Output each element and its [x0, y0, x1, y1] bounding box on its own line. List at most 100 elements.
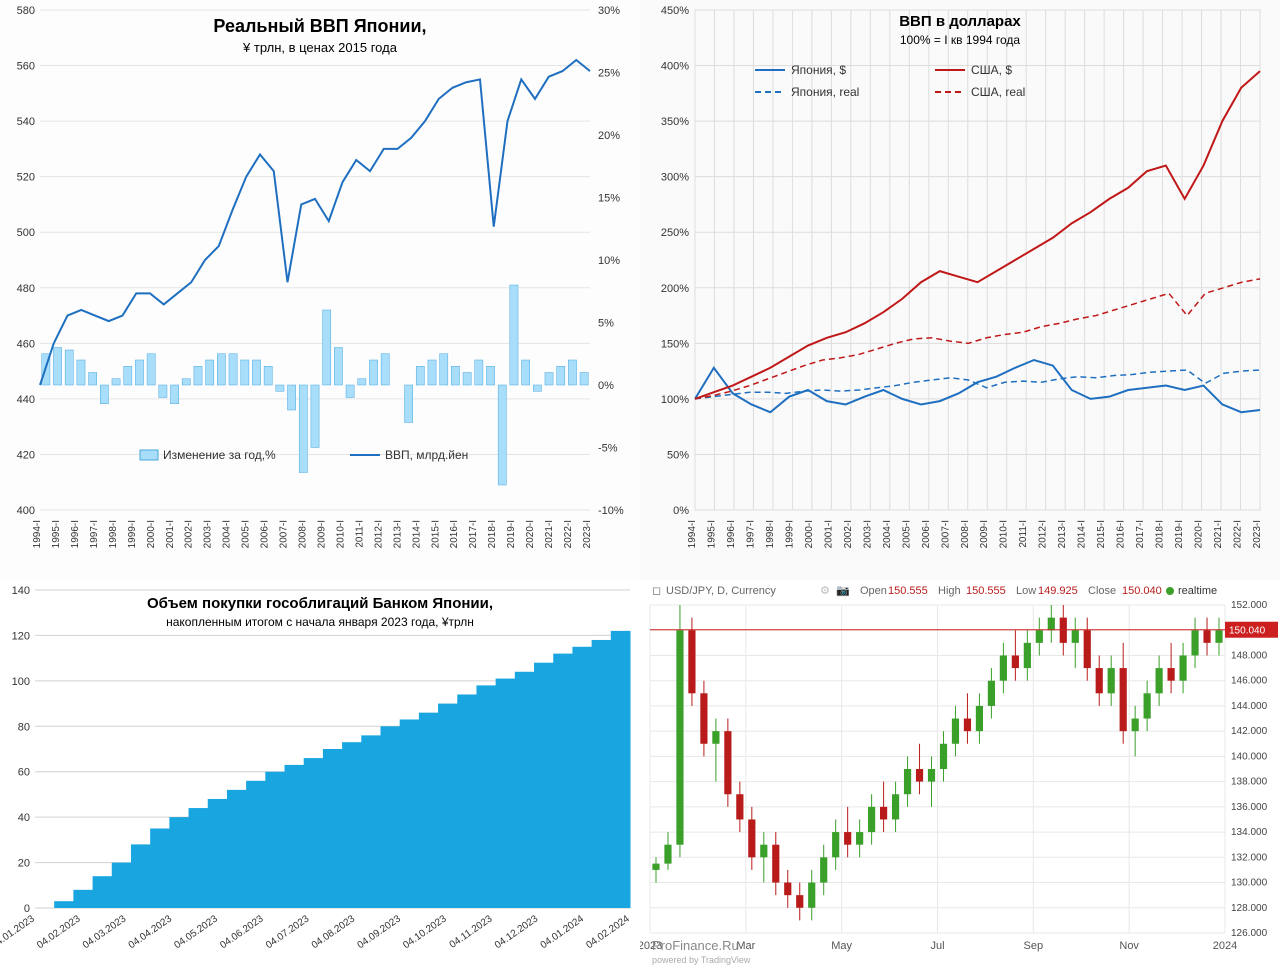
svg-text:2018-I: 2018-I: [1155, 520, 1166, 548]
chart3-title: Объем покупки гособлигаций Банком Японии…: [147, 595, 493, 612]
svg-text:50%: 50%: [667, 449, 689, 461]
svg-text:Япония, $: Япония, $: [791, 63, 846, 77]
svg-text:140: 140: [12, 585, 30, 597]
svg-text:-5%: -5%: [598, 443, 618, 455]
svg-text:30%: 30%: [598, 5, 620, 17]
svg-text:10%: 10%: [598, 255, 620, 267]
svg-text:130.000: 130.000: [1231, 878, 1268, 889]
svg-text:1997-I: 1997-I: [745, 520, 756, 548]
svg-text:2009-I: 2009-I: [979, 520, 990, 548]
svg-text:2021-I: 2021-I: [544, 520, 555, 548]
svg-text:2006-I: 2006-I: [921, 520, 932, 548]
svg-text:Jul: Jul: [930, 940, 944, 952]
ohlc-open: 150.555: [888, 585, 928, 597]
ohlc-high: 150.555: [966, 585, 1006, 597]
svg-text:-10%: -10%: [598, 505, 624, 517]
svg-text:2005-I: 2005-I: [241, 520, 252, 548]
chart2-title: ВВП в долларах: [899, 13, 1021, 30]
svg-text:60: 60: [18, 767, 30, 779]
svg-text:2007-I: 2007-I: [940, 520, 951, 548]
svg-text:2012-I: 2012-I: [1038, 520, 1049, 548]
svg-text:2024: 2024: [1213, 940, 1237, 952]
svg-text:May: May: [831, 940, 852, 952]
svg-text:2023-I: 2023-I: [582, 520, 593, 548]
svg-text:80: 80: [18, 721, 30, 733]
svg-text:140.000: 140.000: [1231, 751, 1268, 762]
svg-text:2016-I: 2016-I: [1116, 520, 1127, 548]
svg-text:142.000: 142.000: [1231, 726, 1268, 737]
svg-text:2015-I: 2015-I: [1096, 520, 1107, 548]
svg-text:1994-I: 1994-I: [687, 520, 698, 548]
svg-text:1995-I: 1995-I: [706, 520, 717, 548]
svg-text:148.000: 148.000: [1231, 650, 1268, 661]
svg-text:2011-I: 2011-I: [354, 520, 365, 548]
svg-text:1999-I: 1999-I: [784, 520, 795, 548]
svg-text:1998-I: 1998-I: [765, 520, 776, 548]
svg-text:20: 20: [18, 858, 30, 870]
svg-text:2001-I: 2001-I: [165, 520, 176, 548]
svg-text:2018-I: 2018-I: [487, 520, 498, 548]
svg-text:2017-I: 2017-I: [1135, 520, 1146, 548]
svg-text:100%: 100%: [661, 394, 689, 406]
svg-text:Изменение за год,%: Изменение за год,%: [163, 448, 276, 462]
svg-text:2003-I: 2003-I: [862, 520, 873, 548]
svg-text:540: 540: [17, 116, 35, 128]
svg-text:440: 440: [17, 394, 35, 406]
svg-text:2011-I: 2011-I: [1018, 520, 1029, 548]
svg-text:1994-I: 1994-I: [32, 520, 43, 548]
svg-text:480: 480: [17, 283, 35, 295]
chart3-svg: 02040608010012014004.01.202304.02.202304…: [0, 580, 640, 968]
svg-text:2013-I: 2013-I: [392, 520, 403, 548]
svg-text:2020-I: 2020-I: [1194, 520, 1205, 548]
chart-gdp-dollars: 0%50%100%150%200%250%300%350%400%450%199…: [640, 0, 1280, 580]
svg-text:2003-I: 2003-I: [203, 520, 214, 548]
chart4-svg: 126.000128.000130.000132.000134.000136.0…: [640, 580, 1280, 968]
svg-text:120: 120: [12, 630, 30, 642]
svg-text:2019-I: 2019-I: [506, 520, 517, 548]
chart2-subtitle: 100% = I кв 1994 года: [900, 33, 1021, 47]
svg-text:150%: 150%: [661, 338, 689, 350]
svg-text:300%: 300%: [661, 172, 689, 184]
svg-text:2005-I: 2005-I: [901, 520, 912, 548]
status-badge: realtime: [1178, 585, 1217, 597]
svg-text:132.000: 132.000: [1231, 852, 1268, 863]
svg-text:2006-I: 2006-I: [260, 520, 271, 548]
svg-text:580: 580: [17, 5, 35, 17]
svg-text:20%: 20%: [598, 130, 620, 142]
svg-text:2002-I: 2002-I: [184, 520, 195, 548]
svg-text:США, real: США, real: [971, 85, 1025, 99]
svg-text:400%: 400%: [661, 61, 689, 73]
svg-text:Япония, real: Япония, real: [791, 85, 859, 99]
svg-text:2013-I: 2013-I: [1057, 520, 1068, 548]
svg-text:128.000: 128.000: [1231, 903, 1268, 914]
svg-text:400: 400: [17, 505, 35, 517]
svg-text:2002-I: 2002-I: [843, 520, 854, 548]
chart1-svg: 400420440460480500520540560580-10%-5%0%5…: [0, 0, 640, 580]
svg-text:5%: 5%: [598, 318, 614, 330]
svg-text:◻: ◻: [652, 585, 661, 597]
svg-text:460: 460: [17, 338, 35, 350]
svg-text:2016-I: 2016-I: [449, 520, 460, 548]
svg-text:2020-I: 2020-I: [525, 520, 536, 548]
svg-text:450%: 450%: [661, 5, 689, 17]
chart-real-gdp-japan: 400420440460480500520540560580-10%-5%0%5…: [0, 0, 640, 580]
camera-icon[interactable]: 📷: [836, 585, 850, 597]
svg-text:146.000: 146.000: [1231, 676, 1268, 687]
svg-text:2007-I: 2007-I: [279, 520, 290, 548]
svg-text:1996-I: 1996-I: [726, 520, 737, 548]
svg-text:500: 500: [17, 227, 35, 239]
svg-text:2010-I: 2010-I: [999, 520, 1010, 548]
svg-text:560: 560: [17, 61, 35, 73]
svg-text:2017-I: 2017-I: [468, 520, 479, 548]
svg-text:250%: 250%: [661, 227, 689, 239]
svg-text:2010-I: 2010-I: [335, 520, 346, 548]
svg-text:134.000: 134.000: [1231, 827, 1268, 838]
svg-text:2001-I: 2001-I: [823, 520, 834, 548]
svg-text:1995-I: 1995-I: [51, 520, 62, 548]
settings-icon[interactable]: ⚙: [820, 585, 830, 597]
svg-text:Close: Close: [1088, 585, 1116, 597]
svg-text:1998-I: 1998-I: [108, 520, 119, 548]
svg-text:100: 100: [12, 676, 30, 688]
svg-text:Mar: Mar: [736, 940, 755, 952]
svg-text:1996-I: 1996-I: [70, 520, 81, 548]
